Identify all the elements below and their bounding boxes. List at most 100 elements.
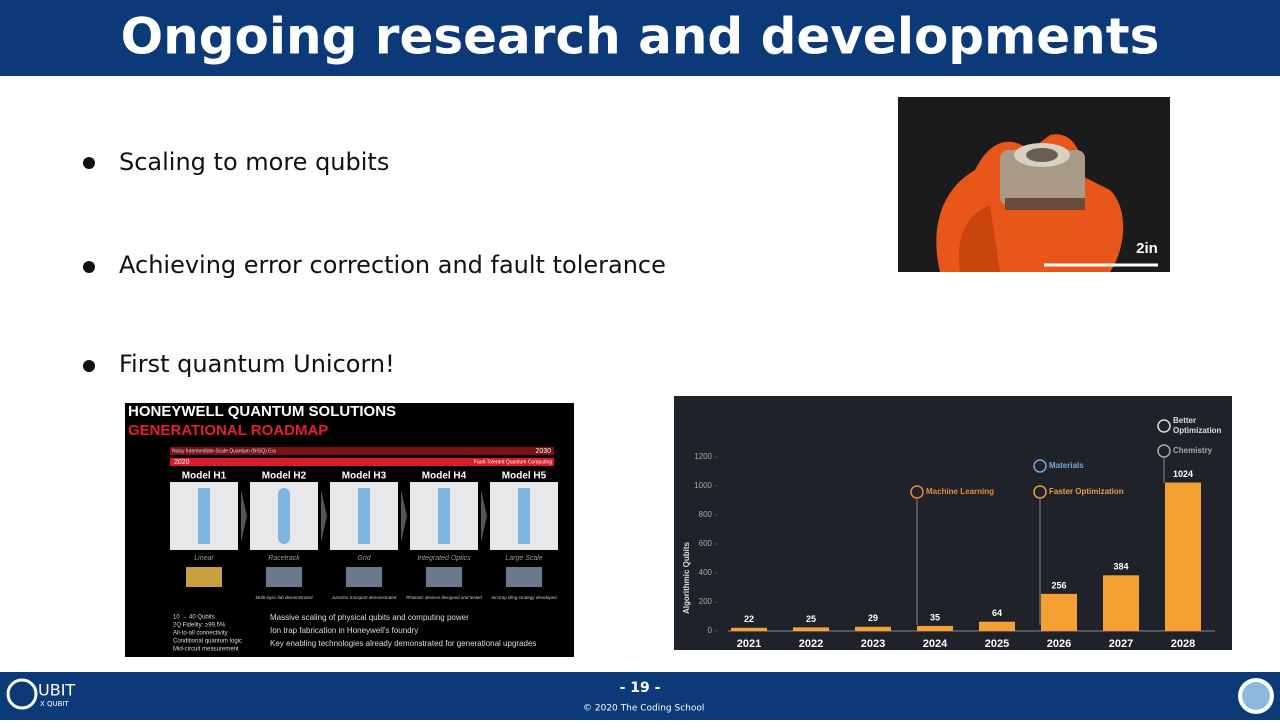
roadmap-panel: HONEYWELL QUANTUM SOLUTIONS GENERATIONAL… [125, 403, 574, 657]
chart-panel [674, 396, 1232, 650]
annotation: Better Optimization [1173, 416, 1221, 435]
roadmap-title: HONEYWELL QUANTUM SOLUTIONS [128, 403, 396, 420]
feature: 2Q Fidelity: ≥99.5% [173, 623, 226, 629]
value-label: 25 [806, 614, 816, 624]
model-name: Model H4 [422, 471, 467, 482]
model-device [426, 567, 462, 587]
model-name: Model H5 [502, 471, 547, 482]
arrow [401, 490, 407, 542]
feature: Mid-circuit measurement [173, 647, 239, 653]
model-device [506, 567, 542, 587]
annotation: Machine Learning [926, 487, 995, 496]
value-label: 256 [1051, 580, 1066, 590]
model-name: Model H3 [342, 471, 387, 482]
value-label: 1024 [1173, 469, 1193, 479]
y-tick-label: 0 [708, 626, 713, 635]
bar [855, 626, 891, 631]
bar [793, 627, 829, 631]
model-trap [438, 488, 450, 544]
annotation-icon [1157, 419, 1171, 433]
value-label: 29 [868, 613, 878, 623]
bar [1165, 482, 1201, 631]
footer-bar [0, 672, 1280, 720]
value-label: 35 [930, 612, 940, 622]
y-axis-label: Algorithmic Qubits [682, 541, 691, 614]
bar [731, 627, 767, 631]
feature: Conditional quantum logic [173, 639, 242, 645]
x-tick-label: 2027 [1109, 638, 1133, 650]
model-trap [278, 488, 290, 544]
bullet-text: First quantum Unicorn! [119, 350, 395, 378]
x-tick-label: 2025 [985, 638, 1009, 650]
arrow [241, 490, 247, 542]
model-caption: Multi-layer fab demonstrated [255, 595, 313, 600]
model-trap [518, 488, 530, 544]
slide-title: Ongoing research and developments [121, 8, 1160, 66]
highlight: Massive scaling of physical qubits and c… [270, 613, 469, 622]
annotation-icon [1157, 444, 1171, 458]
model-layout: Large Scale [505, 555, 542, 562]
annotation-icon [1033, 485, 1047, 499]
year-label: 2020 [174, 459, 190, 466]
photo: 2in [898, 97, 1170, 272]
bar [917, 625, 953, 631]
logo-subtext: X QUBIT [40, 700, 70, 708]
annotation-icon [1033, 459, 1047, 473]
model-layout: Racetrack [268, 555, 300, 562]
bullet-dot [83, 360, 95, 372]
logo-text: UBIT [38, 681, 75, 700]
bar [1041, 593, 1077, 631]
bullet-text: Scaling to more qubits [119, 148, 389, 176]
page-number: - 19 - [620, 680, 661, 696]
annotation: Faster Optimization [1049, 487, 1124, 496]
model-device [266, 567, 302, 587]
copyright: © 2020 The Coding School [583, 704, 704, 714]
bullet-dot [83, 157, 95, 169]
x-tick-label: 2024 [923, 638, 948, 650]
model-trap [198, 488, 210, 544]
x-tick-label: 2023 [861, 638, 885, 650]
bar [1103, 575, 1139, 631]
header-bar [0, 0, 1280, 76]
x-tick-label: 2022 [799, 638, 823, 650]
x-tick-label: 2028 [1171, 638, 1195, 650]
roadmap-subtitle: GENERATIONAL ROADMAP [128, 422, 328, 439]
model-layout: Linear [194, 555, 214, 562]
value-label: 22 [744, 614, 754, 624]
model-device [346, 567, 382, 587]
school-logo-inner [1242, 682, 1270, 710]
model-caption: Photonic devices designed and tested [406, 595, 482, 600]
feature: All-to-all connectivity [173, 631, 228, 637]
y-tick-label: 1200 [694, 452, 712, 461]
annotation: Chemistry [1173, 446, 1213, 455]
model-device [186, 567, 222, 587]
highlight: Ion trap fabrication in Honeywell's foun… [270, 626, 418, 635]
bullet-dot [83, 261, 95, 273]
annotation-text: Chemistry [1173, 446, 1213, 455]
bullets: Scaling to more qubits Achieving error c… [83, 148, 666, 378]
model-caption: Junction transport demonstrated [331, 595, 397, 600]
logo-icon [6, 678, 38, 710]
model-trap [358, 488, 370, 544]
era-label: Fault-Tolerant Quantum Computing [474, 459, 552, 465]
model-name: Model H1 [182, 471, 227, 482]
model-caption: Ion-trap tiling strategy developed [491, 595, 557, 600]
annotation-icon [910, 485, 924, 499]
annotation-text: Materials [1049, 461, 1084, 470]
era-label: Noisy Intermediate-Scale Quantum (NISQ) … [172, 448, 276, 454]
y-tick-label: 600 [699, 539, 713, 548]
scale-label: 2in [1136, 240, 1158, 257]
feature: 10 → 40 Qubits [173, 615, 215, 621]
value-label: 64 [992, 608, 1002, 618]
year-label: 2030 [535, 448, 551, 455]
model-name: Model H2 [262, 471, 307, 482]
annotation-text: Machine Learning [926, 487, 995, 496]
annotation-text: Faster Optimization [1049, 487, 1124, 496]
model-layout: Integrated Optics [417, 555, 471, 562]
y-tick-label: 200 [699, 597, 713, 606]
value-label: 384 [1113, 562, 1128, 572]
highlight: Key enabling technologies already demons… [270, 639, 536, 648]
y-tick-label: 1000 [694, 481, 712, 490]
